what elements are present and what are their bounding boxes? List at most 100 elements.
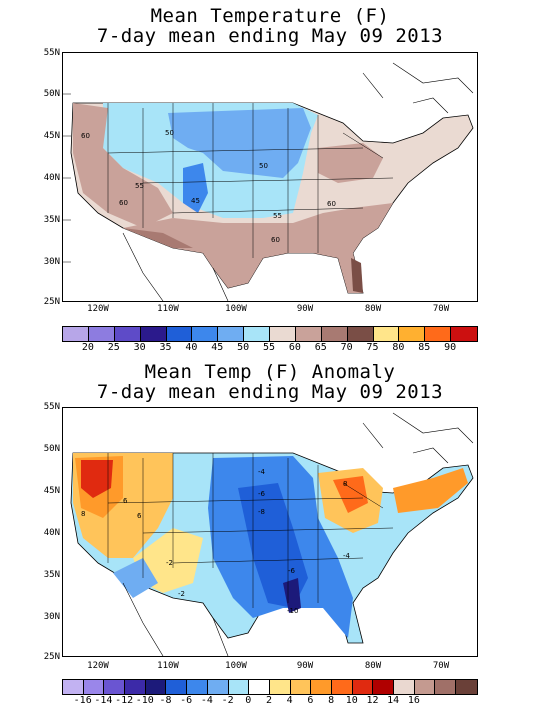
map1-contour-labels: 60 50 50 55 45 60 55 60 60 [81,129,336,244]
colorbar-label: 40 [185,342,198,353]
map2-lat-label: 35N [43,570,60,580]
colorbar-swatch [321,327,348,341]
map1-lon-label: 70W [432,304,450,314]
colorbar-swatch [456,680,477,694]
colorbar-swatch [347,327,374,341]
colorbar-swatch [166,327,193,341]
map2-canada-coast [362,412,474,464]
colorbar-label: 55 [262,342,276,353]
contour-label: -6 [288,567,296,575]
colorbar-swatch [269,680,291,694]
map2-lon-label: 80W [364,661,382,671]
map1-lat-label: 25N [43,297,60,307]
map1-panel: 60 50 50 55 45 60 55 60 60 [62,52,478,302]
colorbar-swatch [399,327,426,341]
map1-lon-label: 110W [157,304,179,314]
map2-region-minus8 [238,483,308,608]
contour-label: 45 [191,197,200,205]
map2-lat-label: 40N [43,528,60,538]
colorbar-swatch [83,680,105,694]
map1-lat-label: 55N [43,48,60,58]
colorbar-label: 30 [133,342,146,353]
colorbar-swatch [290,680,312,694]
colorbar-swatch [373,680,394,694]
colorbar-swatch [244,327,270,341]
colorbar-swatch [88,327,115,341]
contour-label: -6 [258,490,266,498]
colorbar-label: 80 [392,342,405,353]
map2-region-west-core [81,460,113,498]
map1-region-south-70 [123,228,193,248]
colorbar-swatch [187,680,208,694]
contour-label: -4 [343,552,351,560]
contour-label: 8 [343,480,347,488]
contour-label: 50 [165,129,174,137]
colorbar-label: 8 [328,695,335,706]
contour-label: 60 [271,236,280,244]
map1-lat-label: 35N [43,215,60,225]
colorbar-label: -16 [73,695,92,706]
map2-title-line2: 7-day mean ending May 09 2013 [96,381,444,403]
map2-colorbar [62,679,478,695]
map2-lon-label: 110W [157,661,179,671]
map1-lat-label: 30N [43,257,60,267]
map1-state-lines [107,103,394,258]
colorbar-label: -2 [221,695,234,706]
contour-label: 6 [137,512,142,520]
colorbar-label: 85 [418,342,431,353]
map2-mexico-coast [122,582,229,656]
colorbar-label: -4 [200,695,213,706]
colorbar-label: -6 [180,695,193,706]
colorbar-label: 45 [211,342,224,353]
contour-label: 60 [327,200,336,208]
map1-title-line1: Mean Temperature (F) [150,5,390,27]
map2-lon-label: 90W [296,661,314,671]
colorbar-swatch [373,327,400,341]
colorbar-swatch [270,327,296,341]
map2-region-southwest-cool [113,558,158,598]
contour-label: -2 [178,590,185,598]
map2-title-line1: Mean Temp (F) Anomaly [144,361,396,383]
colorbar-label: 14 [387,695,400,706]
colorbar-label: 60 [288,342,301,353]
map1-region-45 [183,163,208,213]
contour-label: 55 [273,212,282,220]
map2-lon-label: 70W [432,661,450,671]
map2-lon-label: 120W [87,661,109,671]
colorbar-label: 75 [366,342,379,353]
colorbar-label: -12 [115,695,134,706]
colorbar-swatch [140,327,167,341]
map2-contour-labels: 6 8 6 -4 -6 -8 8 -2 -2 -6 -10 -4 [81,468,351,615]
colorbar-swatch [63,680,84,694]
contour-label: 60 [119,199,128,207]
contour-label: -4 [258,468,266,476]
colorbar-label: -14 [94,695,113,706]
map1-lat-label: 50N [43,89,60,99]
colorbar-swatch [435,680,457,694]
colorbar-swatch [352,680,374,694]
colorbar-swatch [414,680,436,694]
colorbar-label: 4 [286,695,293,706]
map2-lat-label: 30N [43,612,60,622]
colorbar-swatch [114,327,141,341]
colorbar-label: 25 [107,342,120,353]
contour-label: 6 [123,497,128,505]
colorbar-swatch [104,680,126,694]
colorbar-label: 20 [81,342,94,353]
colorbar-swatch [249,680,270,694]
colorbar-label: 2 [265,695,273,706]
colorbar-swatch [218,327,245,341]
colorbar-label: 50 [237,342,250,353]
map2-lat-label: 50N [43,444,60,454]
map1-lon-label: 100W [225,304,247,314]
colorbar-label: 90 [444,342,457,353]
map1-mexico-coast [122,232,229,301]
contour-label: -8 [258,508,265,516]
map1-colorbar [62,326,478,342]
map1-region-50 [168,108,311,178]
colorbar-swatch [451,327,477,341]
colorbar-swatch [192,327,219,341]
map2-lon-label: 100W [225,661,247,671]
map1-region-east-65 [318,143,383,183]
colorbar-swatch [145,680,167,694]
